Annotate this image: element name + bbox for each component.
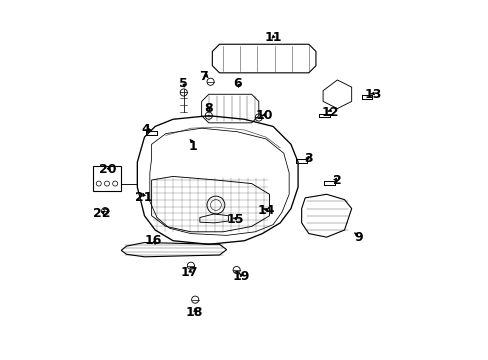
Text: 7: 7 (199, 70, 207, 83)
Text: 17: 17 (180, 266, 198, 279)
Text: 14: 14 (257, 204, 274, 217)
Text: 6: 6 (233, 77, 241, 90)
Text: 15: 15 (226, 213, 244, 226)
Text: 5: 5 (179, 77, 188, 90)
Text: 1: 1 (188, 140, 197, 153)
Text: 8: 8 (204, 102, 213, 115)
Text: 22: 22 (93, 207, 110, 220)
Text: 20: 20 (99, 163, 117, 176)
Text: 13: 13 (364, 88, 381, 101)
Text: 11: 11 (264, 31, 281, 44)
Text: 10: 10 (255, 109, 272, 122)
Text: 18: 18 (185, 306, 203, 319)
Text: 21: 21 (135, 192, 152, 204)
Text: 2: 2 (332, 174, 341, 186)
Text: 4: 4 (142, 123, 150, 136)
Text: 19: 19 (232, 270, 249, 283)
Text: 3: 3 (304, 152, 312, 165)
Bar (93, 166, 121, 191)
Text: 16: 16 (144, 234, 162, 247)
Text: 12: 12 (321, 105, 338, 119)
Text: 9: 9 (354, 231, 363, 244)
